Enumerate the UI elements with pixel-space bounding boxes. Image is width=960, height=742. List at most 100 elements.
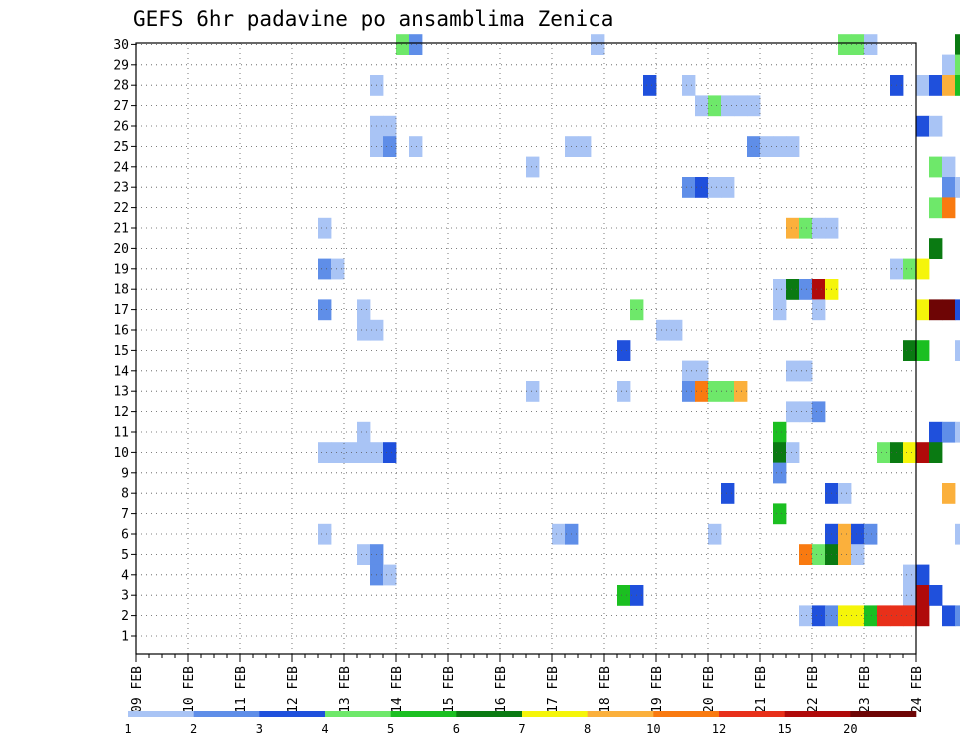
heatmap-cell <box>916 442 930 463</box>
x-tick-label: 19 FEB <box>650 666 665 713</box>
y-tick-label: 21 <box>113 222 129 237</box>
heatmap-cell <box>851 544 865 565</box>
heatmap-cell <box>773 136 787 157</box>
heatmap-cell <box>942 156 956 178</box>
heatmap-cell <box>331 258 345 280</box>
y-tick-label: 25 <box>113 140 129 155</box>
colorbar-label: 7 <box>518 722 525 736</box>
heatmap-cell <box>383 564 397 586</box>
heatmap-cell <box>916 605 930 627</box>
heatmap-cell <box>786 279 800 300</box>
heatmap-cell <box>851 605 865 627</box>
x-tick-label: 22 FEB <box>806 666 821 713</box>
heatmap-cell <box>929 115 943 137</box>
heatmap-cell <box>838 605 852 627</box>
heatmap-cell <box>708 381 722 402</box>
x-tick-label: 09 FEB <box>130 666 145 713</box>
y-tick-label: 4 <box>121 568 129 583</box>
heatmap-cell <box>669 319 683 341</box>
x-tick-label: 13 FEB <box>338 666 353 713</box>
heatmap-cell <box>916 299 930 321</box>
heatmap-cell <box>916 585 930 606</box>
heatmap-cell <box>942 197 956 219</box>
heatmap-cell <box>799 360 813 382</box>
heatmap-cell <box>942 605 956 627</box>
heatmap-cell <box>383 136 397 157</box>
y-tick-label: 14 <box>113 364 129 379</box>
heatmap-cell <box>942 483 956 504</box>
y-tick-label: 11 <box>113 426 129 441</box>
colorbar-label: 2 <box>190 722 197 736</box>
heatmap-cell <box>331 442 345 463</box>
heatmap-cell <box>812 217 826 239</box>
heatmap-cell <box>617 340 631 361</box>
heatmap-cell <box>942 54 956 76</box>
heatmap-cell <box>786 217 800 239</box>
colorbar-label: 4 <box>321 722 328 736</box>
heatmap-cell <box>318 299 332 321</box>
heatmap-cell <box>942 177 956 198</box>
heatmap-cell <box>773 421 787 443</box>
colorbar-swatch <box>193 711 260 717</box>
heatmap-cell <box>864 34 878 55</box>
x-tick-label: 12 FEB <box>286 666 301 713</box>
heatmap-cell <box>955 523 960 545</box>
colorbar-swatch <box>850 711 917 717</box>
heatmap-cell <box>773 299 787 321</box>
heatmap-cell <box>773 503 787 525</box>
heatmap-cell <box>838 34 852 55</box>
heatmap-cell <box>383 442 397 463</box>
x-tick-label: 23 FEB <box>858 666 873 713</box>
x-tick-label: 18 FEB <box>598 666 613 713</box>
heatmap-cell <box>916 564 930 586</box>
colorbar-swatch <box>259 711 326 717</box>
heatmap-cell <box>721 177 735 198</box>
y-tick-label: 23 <box>113 181 129 196</box>
chart-title: GEFS 6hr padavine po ansamblima Zenica <box>133 7 613 31</box>
heatmap-cell <box>773 279 787 300</box>
heatmap-cell <box>526 156 540 178</box>
heatmap-cell <box>617 585 631 606</box>
heatmap-cell <box>734 95 748 117</box>
heatmap-cell <box>318 523 332 545</box>
heatmap-cell <box>721 95 735 117</box>
heatmap-cell <box>903 258 917 280</box>
colorbar-label: 5 <box>387 722 394 736</box>
heatmap-cell <box>903 442 917 463</box>
colorbar-swatch <box>325 711 391 717</box>
colorbar-swatch <box>456 711 523 717</box>
y-tick-label: 24 <box>113 160 129 175</box>
heatmap-cell <box>396 34 410 55</box>
heatmap-cell <box>877 442 891 463</box>
heatmap-cell <box>929 238 943 259</box>
heatmap-cell <box>916 75 930 96</box>
heatmap-cell <box>786 136 800 157</box>
heatmap-cell <box>812 279 826 300</box>
heatmap-cell <box>916 115 930 137</box>
heatmap-cell <box>903 585 917 606</box>
y-tick-label: 1 <box>121 630 129 645</box>
heatmap-cell <box>409 136 423 157</box>
colorbar-label: 1 <box>124 722 131 736</box>
heatmap-cell <box>526 381 540 402</box>
colorbar-swatch <box>390 711 457 717</box>
heatmap-cell <box>617 381 631 402</box>
colorbar-swatch <box>587 711 654 717</box>
y-tick-label: 18 <box>113 283 129 298</box>
heatmap-cell <box>357 319 371 341</box>
heatmap-cell <box>812 544 826 565</box>
heatmap-cell <box>864 523 878 545</box>
heatmap-cell <box>552 523 566 545</box>
heatmap-cell <box>903 340 917 361</box>
y-tick-label: 7 <box>121 507 129 522</box>
heatmap-cell <box>799 217 813 239</box>
y-tick-label: 27 <box>113 99 129 114</box>
y-tick-label: 6 <box>121 528 129 543</box>
colorbar-label: 8 <box>584 722 591 736</box>
heatmap-cell <box>318 217 332 239</box>
heatmap-cell <box>721 483 735 504</box>
heatmap-cell <box>929 156 943 178</box>
y-tick-label: 17 <box>113 303 129 318</box>
heatmap-cell <box>591 34 605 55</box>
heatmap-cell <box>773 442 787 463</box>
